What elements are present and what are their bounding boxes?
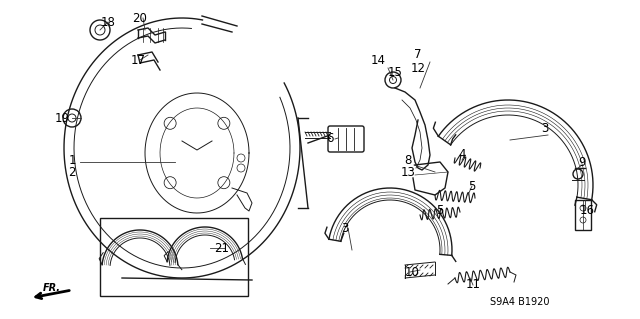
- Text: S9A4 B1920: S9A4 B1920: [490, 297, 550, 307]
- Text: 12: 12: [410, 62, 426, 75]
- Text: 19: 19: [54, 112, 70, 124]
- Text: 15: 15: [388, 65, 403, 78]
- Text: FR.: FR.: [43, 283, 61, 293]
- Text: 4: 4: [458, 149, 466, 161]
- Text: 2: 2: [68, 166, 76, 179]
- Text: 9: 9: [579, 157, 586, 169]
- Text: 1: 1: [68, 153, 76, 167]
- Bar: [100, 218, 248, 296]
- Text: 14: 14: [371, 54, 385, 66]
- Text: 21: 21: [214, 241, 230, 255]
- Text: 7: 7: [414, 48, 422, 62]
- Text: 6: 6: [326, 131, 333, 145]
- Text: 5: 5: [468, 180, 476, 192]
- Text: 18: 18: [100, 16, 115, 28]
- Text: 13: 13: [401, 166, 415, 179]
- Text: 10: 10: [404, 265, 419, 278]
- Text: 17: 17: [131, 54, 145, 66]
- Text: 8: 8: [404, 153, 412, 167]
- Text: 20: 20: [132, 11, 147, 25]
- Text: 5: 5: [436, 204, 444, 217]
- Text: 11: 11: [465, 278, 481, 292]
- Text: 3: 3: [341, 221, 349, 234]
- Text: 3: 3: [541, 122, 548, 135]
- Bar: [575, 200, 591, 230]
- Text: 16: 16: [579, 204, 595, 217]
